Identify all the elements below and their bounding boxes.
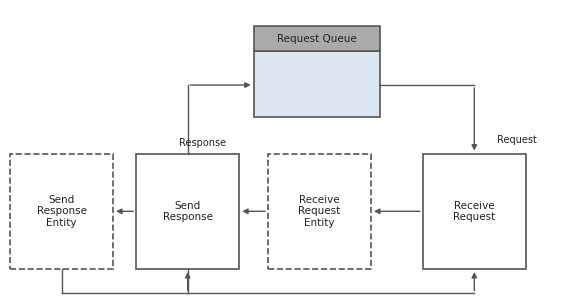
Text: Send
Response: Send Response [162,200,213,222]
FancyBboxPatch shape [136,154,239,269]
Text: Request: Request [497,135,537,145]
FancyBboxPatch shape [268,154,371,269]
Text: Receive
Request
Entity: Receive Request Entity [298,195,340,228]
FancyBboxPatch shape [10,154,113,269]
FancyBboxPatch shape [253,51,380,117]
Text: Request Queue: Request Queue [277,33,357,44]
FancyBboxPatch shape [253,26,380,51]
FancyBboxPatch shape [423,154,526,269]
Text: Receive
Request: Receive Request [453,200,495,222]
Text: Response: Response [179,138,226,148]
Text: Send
Response
Entity: Send Response Entity [37,195,86,228]
